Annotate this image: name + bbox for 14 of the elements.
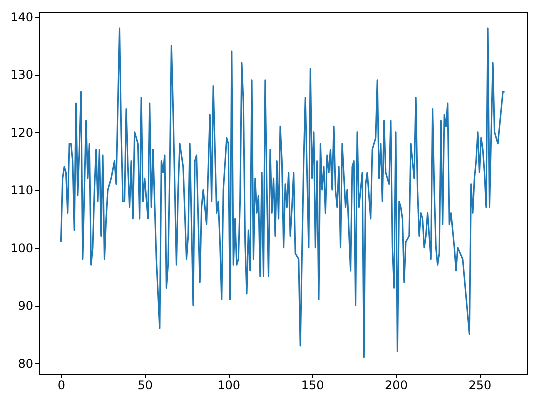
y-tick-label: 110 (10, 184, 34, 198)
y-tick-label: 90 (18, 299, 34, 314)
x-tick-label: 50 (138, 378, 154, 392)
x-tick-label: 200 (385, 378, 408, 392)
y-tick-label: 130 (10, 68, 34, 82)
x-tick-label: 0 (58, 378, 66, 392)
y-tick-label: 140 (10, 10, 34, 24)
x-tick-label: 250 (468, 378, 492, 392)
x-tick-label: 100 (218, 378, 241, 392)
y-tick-label: 80 (18, 356, 34, 371)
y-tick-label: 120 (10, 126, 34, 140)
x-tick-label: 150 (301, 378, 324, 392)
line-series (60, 28, 506, 358)
y-tick-label: 100 (10, 241, 34, 256)
